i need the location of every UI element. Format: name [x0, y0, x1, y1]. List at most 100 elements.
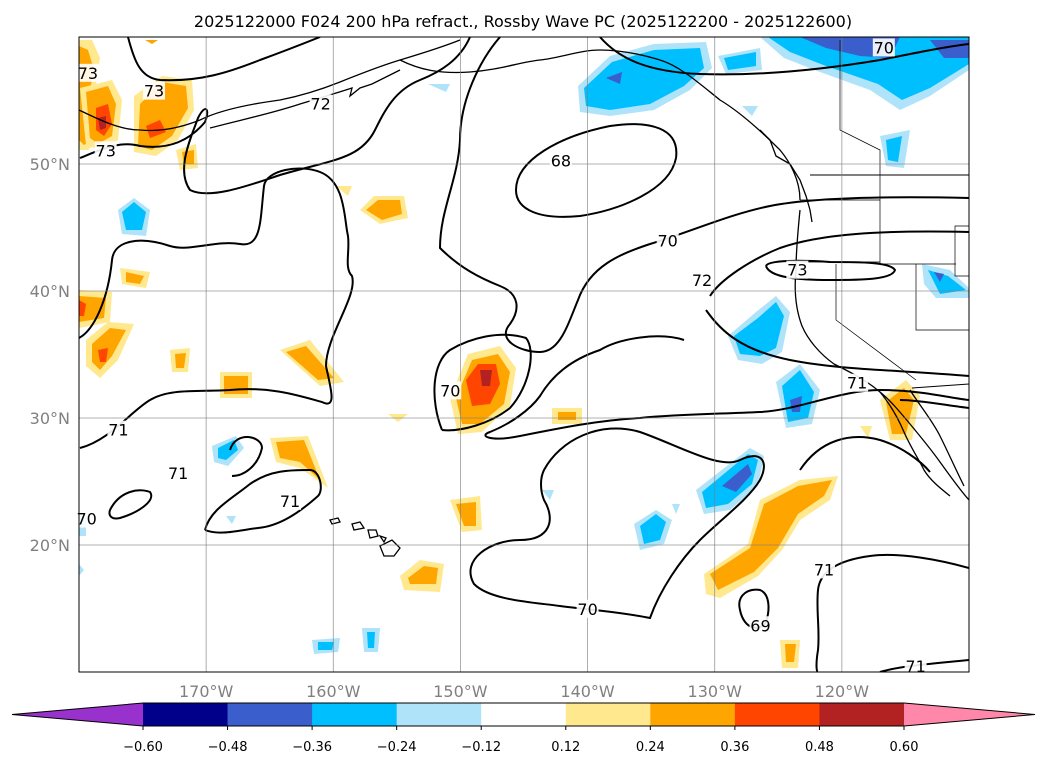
map-area: 73 73 72 73 70 68 70 73 72 70 71 71 71 71 70 70 69 71 71 — [75, 36, 970, 676]
shade-mid-negative — [790, 396, 802, 412]
shade-positive-outer — [860, 426, 872, 438]
contour-line-71 — [204, 468, 322, 534]
colorbar-extend-low — [12, 703, 143, 726]
shade-negative — [724, 52, 756, 70]
shade-negative-outer — [542, 490, 554, 500]
shade-mid-negative — [606, 72, 622, 84]
contour-label-bg — [813, 560, 836, 579]
colorbar-tick-label: −0.60 — [123, 740, 163, 755]
map-background — [79, 37, 969, 672]
contour-label: 70 — [577, 600, 597, 619]
colorbar-extend-high — [904, 703, 1035, 726]
contour-label: 68 — [551, 151, 571, 170]
shade-positive — [366, 200, 402, 220]
contour-label-bg — [143, 81, 166, 100]
colorbar-swatch — [227, 703, 313, 726]
coastline-gulf-california — [909, 389, 965, 487]
chart-title: 2025122000 F024 200 hPa refract., Rossby… — [194, 12, 852, 31]
colorbar-swatch — [734, 703, 820, 726]
lat-tick-label: 30°N — [30, 409, 70, 428]
contour-label-bg — [94, 141, 117, 160]
shade-negative — [640, 514, 666, 544]
contour-label: 71 — [280, 492, 300, 511]
contour-label-bg — [76, 63, 99, 82]
shade-negative-outer — [672, 504, 680, 514]
colorbar-swatch — [650, 703, 736, 726]
island — [379, 539, 401, 557]
contour-label: 73 — [144, 82, 164, 101]
shade-positive — [558, 412, 576, 420]
lat-tick-labels: 20°N 30°N 40°N 50°N — [30, 155, 70, 555]
colorbar-swatch — [312, 703, 398, 726]
shade-negative — [367, 632, 375, 648]
shade-positive — [224, 376, 248, 394]
colorbar-tick-label: 0.60 — [890, 740, 919, 755]
shade-negative — [584, 48, 704, 110]
border-state — [839, 40, 969, 331]
contour-label-bg — [904, 656, 927, 675]
colorbar-swatch — [565, 703, 651, 726]
colorbar-tick-label: 0.24 — [636, 740, 665, 755]
shade-positive — [785, 644, 796, 662]
contour-label-bg — [656, 231, 679, 250]
shade-negative — [886, 136, 902, 162]
contour-line-71 — [899, 399, 969, 409]
contour-label-bg — [691, 270, 713, 289]
shade-positive — [126, 272, 144, 284]
contour-line-70 — [438, 37, 969, 354]
contour-label: 70 — [657, 231, 677, 250]
contour-line-70 — [108, 489, 153, 520]
shade-negative-outer — [79, 564, 84, 576]
contour-line-72 — [709, 230, 969, 297]
shade-negative-outer — [742, 106, 758, 116]
shade-strong-positive — [79, 300, 86, 316]
contour-label-bg — [107, 420, 130, 439]
shade-mid-negative — [934, 272, 944, 282]
contour-label-bg — [309, 94, 332, 113]
lon-tick-label: 160°W — [306, 682, 361, 701]
island — [351, 521, 366, 531]
coastline-alaska — [79, 39, 461, 132]
colorbar-tick-label: 0.12 — [551, 740, 580, 755]
contour-label-bg — [872, 38, 895, 57]
coastline-bc — [759, 129, 813, 223]
contour-label: 73 — [96, 141, 116, 160]
map-frame — [78, 36, 970, 673]
colorbar-tick-label: 0.48 — [805, 740, 834, 755]
coastline-alaska-peninsula — [209, 69, 401, 129]
lat-tick-label: 20°N — [30, 536, 70, 555]
contour-label-bg — [75, 509, 98, 528]
colorbar-tick-label: −0.12 — [461, 740, 501, 755]
shade-deep-positive — [480, 370, 492, 386]
hawaii-islands — [329, 517, 401, 557]
lon-tick-label: 150°W — [433, 682, 488, 701]
shade-negative-outer — [428, 84, 450, 92]
colorbar-swatch — [819, 703, 905, 726]
shade-positive — [456, 502, 476, 526]
contour-label-bg — [279, 491, 302, 510]
colorbar: −0.60 −0.48 −0.36 −0.24 −0.12 0.12 0.24 0.36 0.4… — [11, 702, 1036, 755]
island — [367, 529, 379, 539]
colorbar-tick-label: 0.36 — [720, 740, 749, 755]
lat-tick-label: 50°N — [30, 155, 70, 174]
contour-line-70 — [599, 37, 969, 76]
contour-line-70 — [469, 427, 765, 620]
contour-label: 71 — [108, 421, 128, 440]
contour-label: 71 — [168, 464, 188, 483]
contour-label-bg — [749, 616, 772, 635]
gridlines — [79, 37, 969, 672]
contour-line-71 — [815, 553, 969, 672]
colorbar-swatch — [481, 703, 567, 726]
island — [329, 517, 341, 525]
contour-label-bg — [786, 260, 809, 279]
shade-positive — [79, 296, 106, 322]
contour-label-bg — [576, 599, 599, 618]
shade-strong-positive — [146, 120, 166, 138]
shade-negative-outer — [226, 516, 236, 524]
contour-line-73 — [127, 37, 321, 82]
shade-strong-positive — [98, 348, 108, 362]
lon-tick-label: 140°W — [560, 682, 615, 701]
contour-line-71 — [79, 167, 354, 449]
contour-line-71 — [484, 335, 969, 440]
